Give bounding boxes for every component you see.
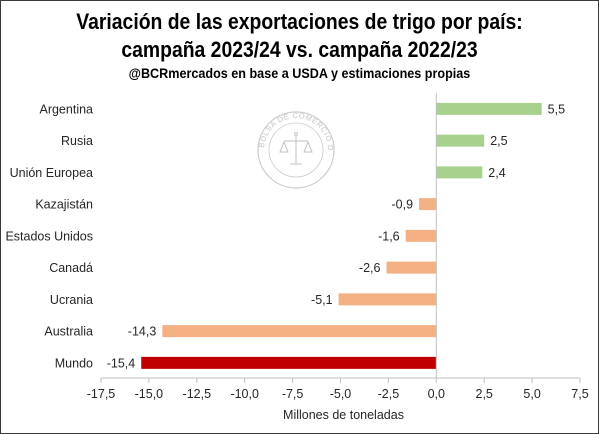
category-label: Kazajistán: [35, 198, 93, 212]
scales-of-justice-icon: [279, 132, 313, 165]
data-label: 2,5: [490, 134, 507, 148]
x-tick-label: 5,0: [523, 387, 540, 401]
x-tick-label: -10,0: [230, 387, 259, 401]
bar-australia: [162, 325, 437, 338]
x-tick-label: -2,5: [378, 387, 400, 401]
x-tick-label: 2,5: [476, 387, 493, 401]
bar-estados-unidos: [405, 229, 437, 242]
bar-rusia: [436, 134, 485, 147]
bar-canadá: [386, 261, 437, 274]
data-label: -5,1: [311, 293, 333, 307]
x-tick-label: -7,5: [282, 387, 304, 401]
category-label: Australia: [44, 325, 93, 339]
category-label: Estados Unidos: [5, 229, 93, 243]
bar-ucrania: [338, 293, 437, 306]
category-label: Ucrania: [50, 293, 93, 307]
svg-text:BOLSA DE COMERCIO DE ROSARIO: BOLSA DE COMERCIO DE ROSARIO: [0, 0, 335, 151]
x-axis-title: Millones de toneladas: [283, 408, 404, 422]
data-label: -1,6: [378, 229, 400, 243]
category-label: Unión Europea: [10, 166, 93, 180]
bar-argentina: [436, 102, 542, 115]
category-label: Mundo: [55, 356, 93, 370]
data-label: -15,4: [107, 356, 136, 370]
x-tick-label: -12,5: [183, 387, 212, 401]
data-label: -14,3: [128, 325, 157, 339]
bar-unión-europea: [436, 166, 483, 179]
x-tick-label: 0,0: [428, 387, 445, 401]
data-label: 2,4: [488, 166, 505, 180]
x-tick-label: -5,0: [330, 387, 352, 401]
bar-mundo: [141, 356, 437, 369]
x-tick-label: 7,5: [571, 387, 588, 401]
chart-title-line2: campaña 2023/24 vs. campaña 2022/23: [121, 37, 478, 62]
data-label: 5,5: [548, 102, 565, 116]
category-label: Canadá: [49, 261, 93, 275]
x-tick-label: -17,5: [87, 387, 116, 401]
category-label: Argentina: [39, 102, 93, 116]
data-label: -2,6: [359, 261, 381, 275]
chart-title-line1: Variación de las exportaciones de trigo …: [76, 9, 523, 34]
category-label: Rusia: [61, 134, 93, 148]
chart-subtitle: @BCRmercados en base a USDA y estimacion…: [128, 65, 471, 81]
data-label: -0,9: [392, 198, 414, 212]
bar-kazajistán: [419, 198, 437, 211]
x-tick-label: -15,0: [135, 387, 164, 401]
watermark-seal-icon: BOLSA DE COMERCIO DE ROSARIO: [0, 0, 335, 189]
